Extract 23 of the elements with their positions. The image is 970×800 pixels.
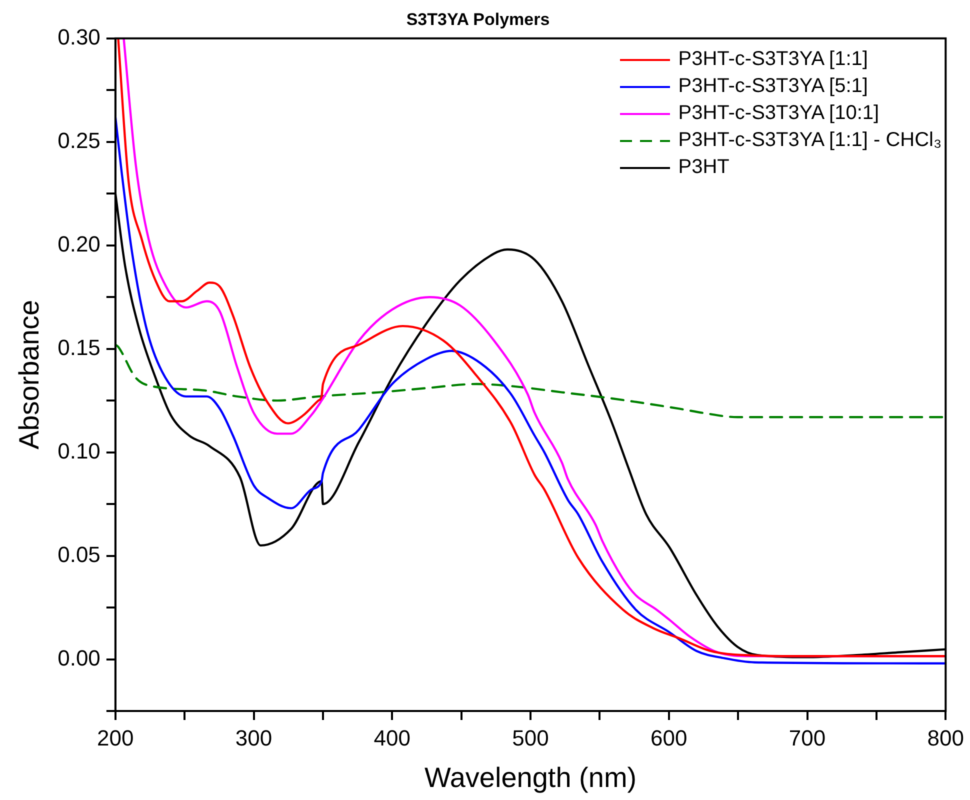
legend-label: P3HT-c-S3T3YA [5:1] [678,74,868,100]
y-axis-title: Absorbance [14,300,45,450]
legend-label: P3HT-c-S3T3YA [1:1] [678,47,868,72]
line-series [115,344,946,418]
x-tick-label: 200 [97,725,134,750]
x-tick-label: 400 [374,725,411,750]
legend-label: P3HT-c-S3T3YA [1:1] - CHCl₃ [678,128,942,154]
legend-label: P3HT [678,155,730,180]
x-axis-title: Wavelength (nm) [424,762,637,793]
y-tick-label: 0.30 [58,24,100,50]
y-tick-label: 0.10 [58,438,100,464]
x-tick-label: 700 [788,725,826,750]
y-tick-label: 0.25 [58,128,100,153]
legend-label: P3HT-c-S3T3YA [10:1] [678,101,880,126]
x-tick-label: 600 [650,725,688,750]
y-tick-label: 0.05 [58,542,100,567]
y-tick-label: 0.20 [58,231,100,256]
y-tick-label: 0.15 [58,334,100,360]
x-tick-label: 500 [512,725,549,750]
chart-title: S3T3YA Polymers [406,10,550,29]
x-tick-label: 800 [927,725,964,750]
y-tick-label: 0.00 [58,645,100,670]
x-tick-label: 300 [235,725,272,750]
